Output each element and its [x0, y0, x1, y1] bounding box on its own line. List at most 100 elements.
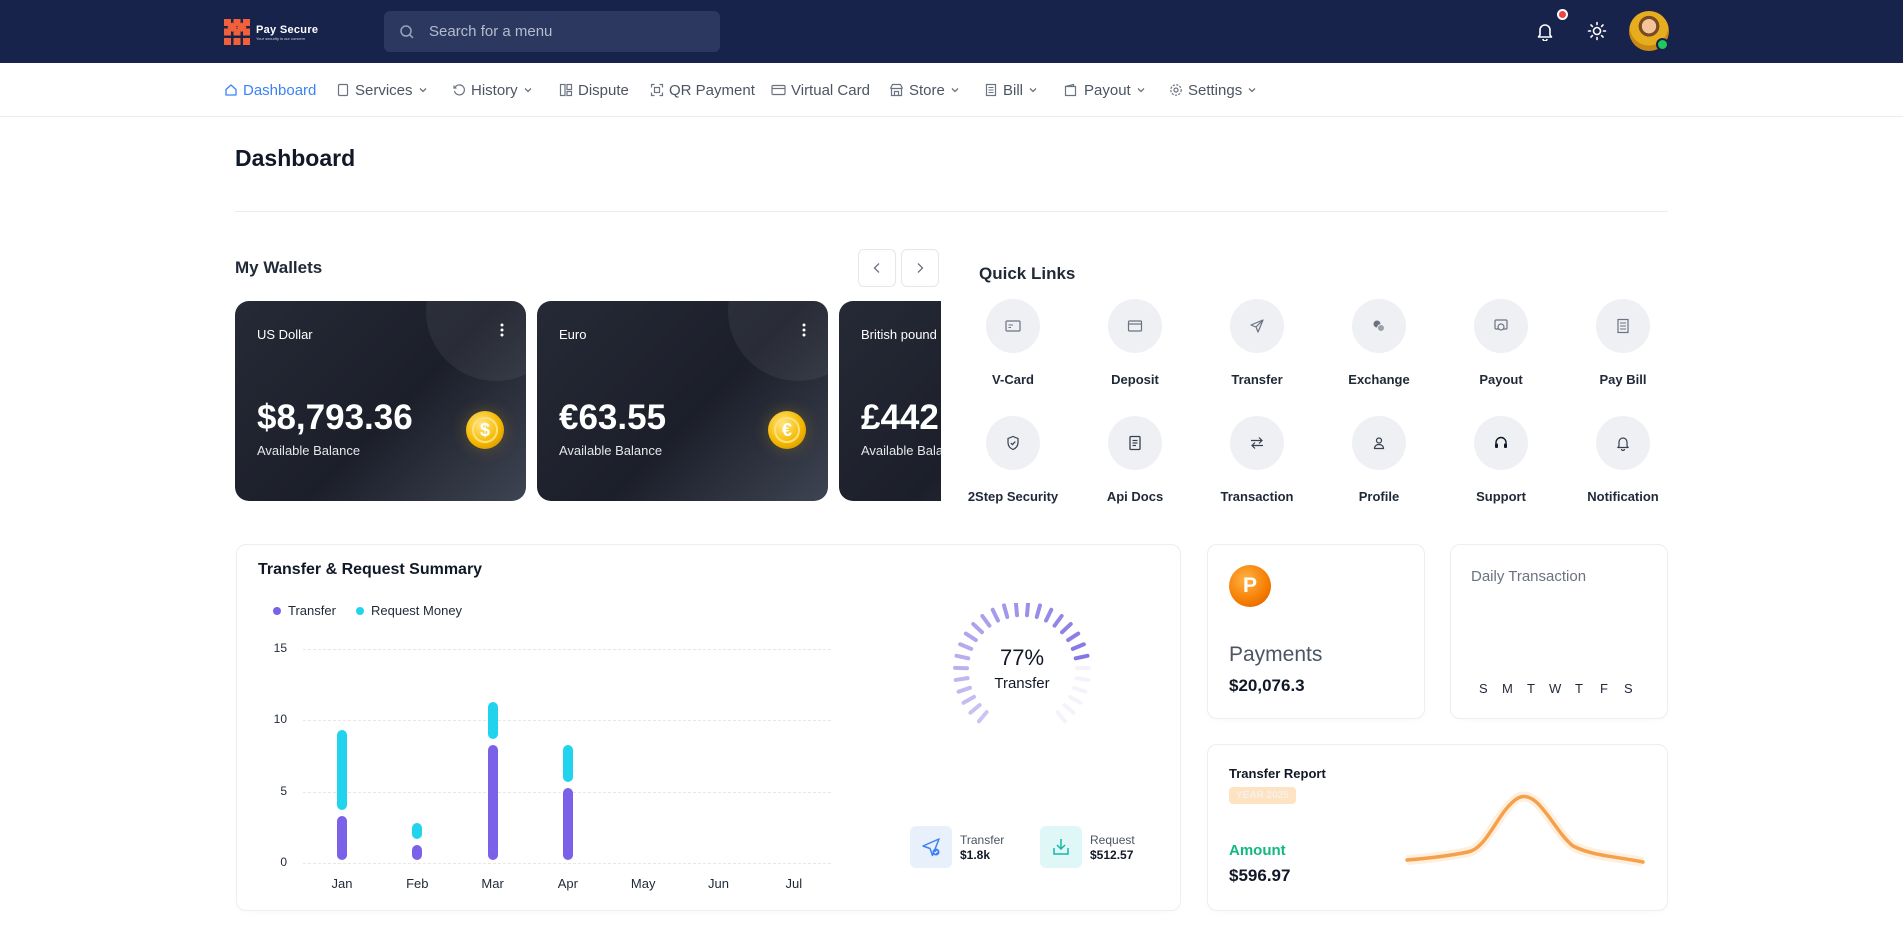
quick-link-pay-bill[interactable]: Pay Bill	[1573, 299, 1673, 387]
gauge-segment	[1072, 685, 1088, 694]
send-icon	[1250, 319, 1264, 333]
quick-link-2step-security[interactable]: 2Step Security	[963, 416, 1063, 504]
wallet-currency: British pound	[861, 327, 937, 342]
card-icon	[771, 84, 786, 96]
grid-line	[303, 863, 831, 864]
logo-name: Pay Secure	[256, 23, 319, 36]
nav-item-history[interactable]: History	[452, 63, 533, 117]
wallet-card-usd[interactable]: US Dollar $8,793.36 Available Balance $	[235, 301, 526, 501]
logo[interactable]: Pay Secure Your security is our concern	[224, 19, 318, 45]
day-label: S	[1479, 681, 1488, 696]
grid-line	[303, 720, 831, 722]
quick-link-notification[interactable]: Notification	[1573, 416, 1673, 504]
nav-label: Settings	[1188, 81, 1243, 99]
quick-link-deposit[interactable]: Deposit	[1085, 299, 1185, 387]
quick-link-exchange[interactable]: Exchange	[1329, 299, 1429, 387]
bar-request-money-jan[interactable]	[337, 730, 347, 811]
quick-link-label: Api Docs	[1106, 489, 1164, 504]
bar-transfer-feb[interactable]	[412, 844, 423, 860]
wallet-currency: US Dollar	[257, 327, 313, 342]
quick-link-label: Exchange	[1348, 372, 1410, 387]
day-label: M	[1502, 681, 1513, 696]
nav-label: History	[471, 81, 518, 99]
wallet-card-eur[interactable]: Euro €63.55 Available Balance €	[537, 301, 828, 501]
legend-request-money[interactable]: Request Money	[356, 603, 462, 618]
legend-transfer[interactable]: Transfer	[273, 603, 336, 618]
nav-item-settings[interactable]: Settings	[1169, 63, 1257, 117]
headset-icon	[1495, 436, 1507, 448]
euro-coin-icon: €	[768, 411, 806, 449]
chevron-left-icon	[873, 263, 880, 273]
stat-label: Transfer	[960, 832, 1005, 847]
nav-label: Bill	[1003, 81, 1024, 99]
quick-link-transfer[interactable]: Transfer	[1207, 299, 1307, 387]
gauge-segment	[958, 642, 974, 651]
nav-label: Dashboard	[243, 81, 317, 99]
vcard-icon	[1005, 320, 1021, 332]
wallet-amount: €63.55	[559, 398, 667, 437]
quick-link-payout[interactable]: Payout	[1451, 299, 1551, 387]
gauge-segment	[990, 607, 1000, 623]
nav-item-qr-payment[interactable]: QR Payment	[650, 63, 755, 117]
wallet-card-gbp[interactable]: British pound £442 Available Bala	[839, 301, 941, 501]
chevron-down-icon	[419, 88, 426, 93]
more-vertical-icon[interactable]	[802, 323, 806, 337]
transfer-stat: Transfer $1.8k	[910, 826, 1004, 868]
nav-item-bill[interactable]: Bill	[984, 63, 1038, 117]
y-tick-label: 0	[280, 855, 287, 869]
quick-link-transaction[interactable]: Transaction	[1207, 416, 1307, 504]
bar-transfer-jan[interactable]	[337, 816, 347, 860]
quick-link-label: Deposit	[1111, 372, 1159, 387]
gauge-segment	[1070, 642, 1086, 651]
search-input[interactable]	[429, 23, 689, 40]
divider	[235, 211, 1668, 212]
quick-link-label: Transaction	[1220, 489, 1294, 504]
bar-request-money-apr[interactable]	[562, 744, 573, 782]
nav-label: Payout	[1084, 81, 1131, 99]
y-tick-label: 5	[280, 783, 287, 798]
stat-value: $512.57	[1090, 847, 1134, 862]
quick-link-api-docs[interactable]: Api Docs	[1085, 416, 1185, 504]
nav-item-services[interactable]: Services	[336, 63, 428, 117]
wallet-balance-label: Available Balance	[559, 443, 663, 458]
wallet-next-button[interactable]	[901, 249, 939, 287]
quick-link-support[interactable]: Support	[1451, 416, 1551, 504]
nav-item-dispute[interactable]: Dispute	[559, 63, 629, 117]
bar-transfer-apr[interactable]	[562, 787, 573, 860]
transfer-report-card: Transfer Report YEAR 2025 Amount $596.97	[1207, 744, 1668, 911]
day-label: W	[1549, 681, 1562, 696]
quick-link-label: Transfer	[1231, 372, 1283, 387]
nav-item-dashboard[interactable]: Dashboard	[224, 63, 316, 117]
legend-label: Request Money	[371, 603, 463, 618]
wallet-prev-button[interactable]	[858, 249, 896, 287]
quick-link-v-card[interactable]: V-Card	[963, 299, 1063, 387]
download-icon	[1053, 839, 1069, 855]
document-icon	[337, 83, 349, 97]
quick-link-label: Notification	[1587, 489, 1659, 504]
bar-request-money-mar[interactable]	[487, 701, 498, 739]
nav-item-store[interactable]: Store	[889, 63, 960, 117]
dollar-coin-icon: $	[466, 411, 504, 449]
stat-value: $1.8k	[960, 847, 991, 862]
quick-link-label: 2Step Security	[967, 489, 1059, 504]
history-icon	[453, 84, 465, 96]
chevron-down-icon	[1248, 88, 1256, 93]
bar-request-money-feb[interactable]	[412, 823, 423, 839]
quick-link-profile[interactable]: Profile	[1329, 416, 1429, 504]
theme-toggle-icon[interactable]	[1587, 21, 1607, 41]
notification-bell-icon[interactable]	[1536, 21, 1554, 41]
more-vertical-icon[interactable]	[500, 323, 504, 337]
top-bar: Pay Secure Your security is our concern	[0, 0, 1903, 63]
nav-item-virtual-card[interactable]: Virtual Card	[771, 63, 870, 117]
wallet-balance-label: Available Balance	[257, 443, 361, 458]
year-badge: YEAR 2025	[1229, 787, 1296, 804]
x-tick-label: Jan	[331, 876, 353, 891]
bar-transfer-mar[interactable]	[487, 744, 498, 860]
logo-tagline: Your security is our concern	[256, 35, 306, 41]
nav-label: Store	[909, 81, 945, 99]
nav-item-payout[interactable]: Payout	[1064, 63, 1146, 117]
deposit-icon	[1127, 320, 1143, 332]
search-box[interactable]	[384, 11, 720, 52]
request-stat: Request $512.57	[1040, 826, 1135, 868]
send-icon	[922, 838, 940, 857]
